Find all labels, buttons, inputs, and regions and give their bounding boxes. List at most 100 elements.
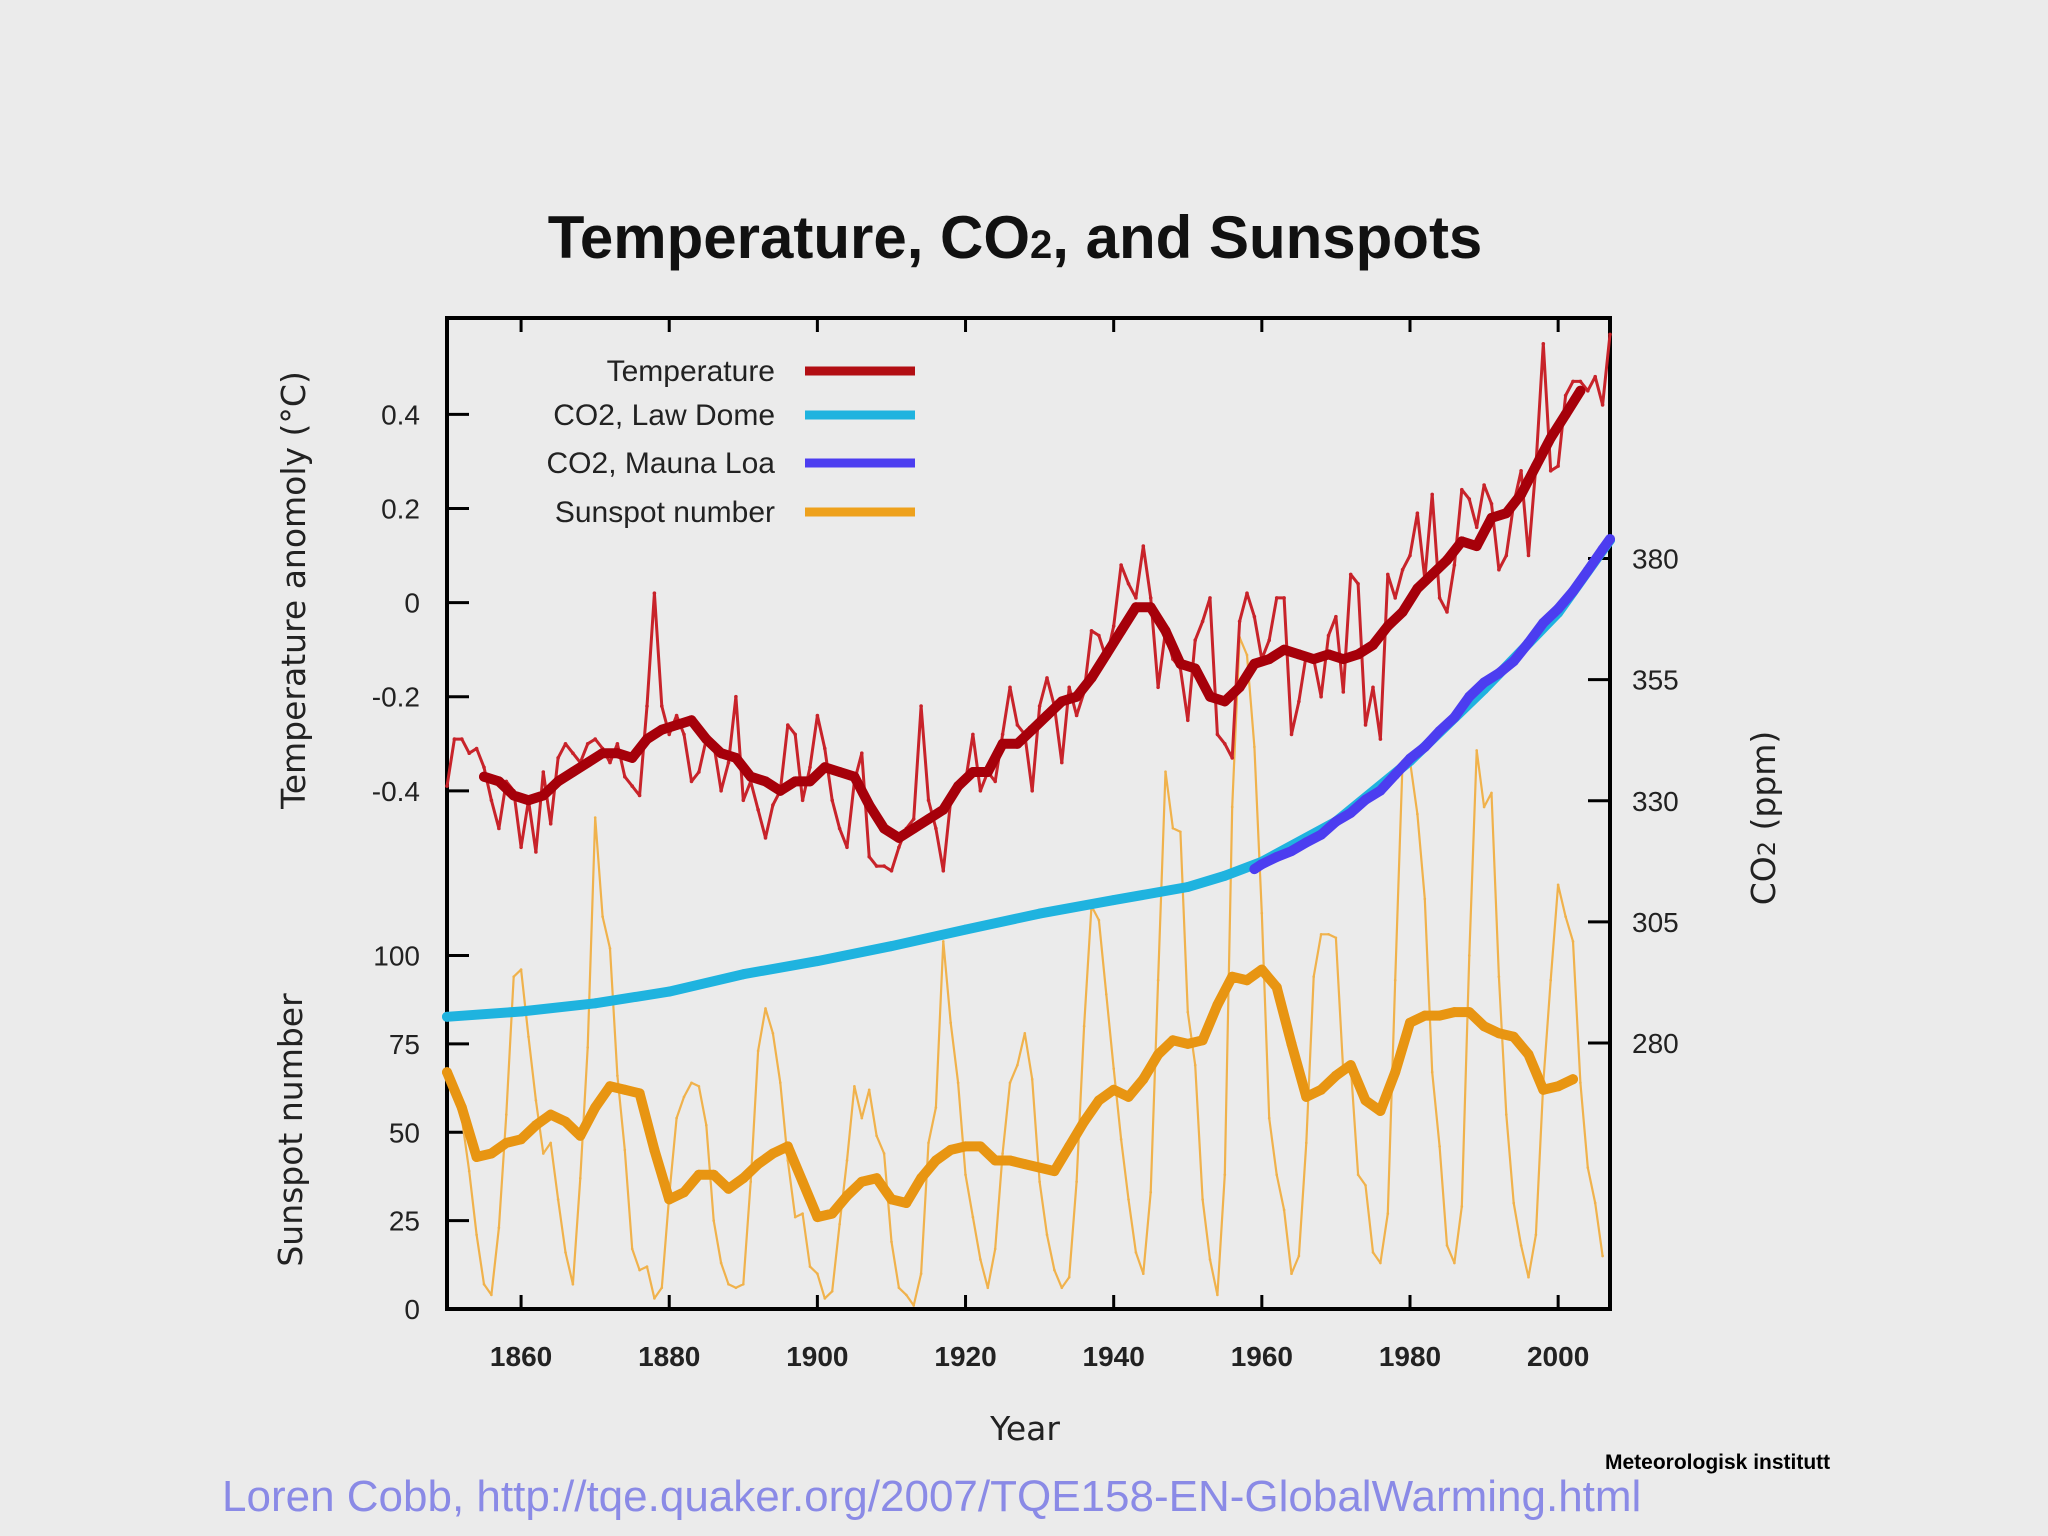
co2-mauna-loa-point xyxy=(1405,753,1415,764)
sunspot-annual-point xyxy=(1119,1137,1123,1141)
temperature-annual-point xyxy=(1393,596,1397,600)
temperature-smoothed-point xyxy=(1160,625,1171,636)
sunspot-annual-point xyxy=(1216,1293,1219,1297)
sunspot-annual-point xyxy=(793,1215,797,1219)
temperature-annual-point xyxy=(763,836,768,840)
temperature-annual-point xyxy=(756,807,760,812)
temperature-smoothed-point xyxy=(849,771,860,782)
sunspot-smoothed-point xyxy=(1464,1007,1475,1018)
axis-ticks xyxy=(447,318,1610,1311)
sunspot-tick-label: 50 xyxy=(389,1117,420,1148)
sunspot-smoothed-point xyxy=(1256,964,1267,975)
temperature-annual-point xyxy=(860,751,864,755)
temperature-smoothed-point xyxy=(1323,649,1334,660)
sunspot-annual-point xyxy=(1223,1173,1227,1177)
sunspot-annual-point xyxy=(1134,1251,1138,1254)
temperature-annual-point xyxy=(934,826,938,831)
temperature-annual-point xyxy=(741,798,746,803)
sunspot-annual-point xyxy=(838,1222,841,1226)
temperature-annual-point xyxy=(1563,393,1568,398)
sunspot-annual-point xyxy=(1556,883,1560,887)
co2-law-dome-point xyxy=(960,924,971,935)
co2-mauna-loa-line xyxy=(1249,534,1615,875)
sunspot-annual-point xyxy=(1164,770,1167,774)
temperature-smoothed-point xyxy=(686,715,697,726)
sunspot-annual-point xyxy=(1186,1010,1190,1014)
sunspot-annual-point xyxy=(941,940,945,943)
temperature-annual-point xyxy=(615,742,620,746)
temperature-annual-point xyxy=(1504,553,1509,558)
co2-law-dome-point xyxy=(812,956,823,967)
temperature-annual-point xyxy=(1519,469,1523,473)
temperature-smoothed-point xyxy=(1545,432,1556,443)
sunspot-annual-point xyxy=(919,1272,923,1276)
legend-label: CO2, Law Dome xyxy=(553,399,775,432)
sunspot-annual-point xyxy=(653,1297,656,1300)
legend-label: CO2, Mauna Loa xyxy=(547,447,776,480)
sunspot-annual-point xyxy=(1275,1173,1279,1177)
temperature-annual-point xyxy=(830,798,834,803)
source-credit: Loren Cobb, http://tqe.quaker.org/2007/T… xyxy=(222,1472,1642,1521)
sunspot-annual-point xyxy=(1060,1286,1064,1290)
temperature-annual-point xyxy=(563,742,568,746)
co2-mauna-loa-point xyxy=(1330,816,1341,827)
sunspot-annual-point xyxy=(979,1258,982,1261)
sunspot-smoothed-point xyxy=(1167,1035,1178,1046)
temperature-annual-point xyxy=(845,845,849,850)
temperature-annual-point xyxy=(882,864,886,868)
temperature-annual-point xyxy=(585,742,590,746)
temperature-annual-point xyxy=(674,713,679,718)
co2-law-dome-point xyxy=(1182,882,1193,892)
sunspot-smoothed-point xyxy=(753,1159,764,1170)
temperature-smoothed-point xyxy=(1412,583,1423,594)
sunspot-annual-point xyxy=(1171,826,1175,830)
temperature-annual-point xyxy=(467,751,472,755)
sunspot-annual-point xyxy=(630,1247,634,1251)
sunspot-annual-point xyxy=(816,1272,819,1276)
temperature-smoothed-series xyxy=(479,385,1586,843)
co2-mauna-loa-point xyxy=(1582,565,1593,576)
sunspot-smoothed-point xyxy=(901,1198,912,1208)
temperature-annual-point xyxy=(534,850,538,854)
temperature-annual-point xyxy=(1430,492,1434,497)
temperature-smoothed-point xyxy=(790,776,801,787)
sunspot-smoothed-point xyxy=(856,1176,867,1187)
sunspot-annual-point xyxy=(934,1106,938,1109)
sunspot-annual-point xyxy=(675,1116,678,1120)
temperature-smoothed-point xyxy=(1530,461,1541,472)
sunspot-annual-point xyxy=(645,1265,649,1268)
sunspot-annual-point xyxy=(1430,1070,1434,1074)
co2-axis-title-a: CO xyxy=(1744,856,1783,905)
temperature-annual-point xyxy=(1400,567,1405,572)
temperature-annual-point xyxy=(445,784,449,788)
co2-mauna-loa-point xyxy=(1390,769,1401,780)
sunspot-smoothed-point xyxy=(1005,1155,1015,1166)
temperature-smoothed-point xyxy=(1130,602,1141,613)
temperature-smoothed-point xyxy=(1175,658,1186,669)
temperature-annual-point xyxy=(489,798,494,803)
sunspot-annual-point xyxy=(801,1212,804,1215)
temperature-annual-point xyxy=(548,822,553,826)
temperature-smoothed-point xyxy=(701,734,712,745)
sunspot-annual-point xyxy=(764,1007,767,1010)
sunspot-smoothed-point xyxy=(738,1173,749,1184)
temperature-smoothed-point xyxy=(642,734,652,745)
sunspot-smoothed-point xyxy=(990,1155,1001,1166)
temperature-annual-point xyxy=(726,760,731,765)
temperature-smoothed-point xyxy=(760,776,771,787)
temperature-smoothed-point xyxy=(716,748,727,759)
plot-frame xyxy=(445,316,1612,1311)
sunspot-smoothed-point xyxy=(1523,1049,1534,1060)
sunspot-annual-point xyxy=(1193,1063,1197,1067)
sunspot-annual-point xyxy=(1016,1063,1019,1067)
temperature-tick-label: 0.2 xyxy=(381,493,420,524)
co2-mauna-loa-point xyxy=(1419,742,1430,752)
sunspot-annual-point xyxy=(1534,1233,1538,1237)
temperature-smoothed-point xyxy=(582,757,593,768)
temperature-smoothed-point xyxy=(1442,555,1452,566)
co2-law-dome-series xyxy=(442,535,1615,1022)
sunspot-annual-point xyxy=(1445,1244,1449,1247)
sunspot-annual-point xyxy=(1453,1261,1456,1265)
sunspot-annual-point xyxy=(1312,975,1316,979)
sunspot-smoothed-point xyxy=(1301,1091,1312,1102)
